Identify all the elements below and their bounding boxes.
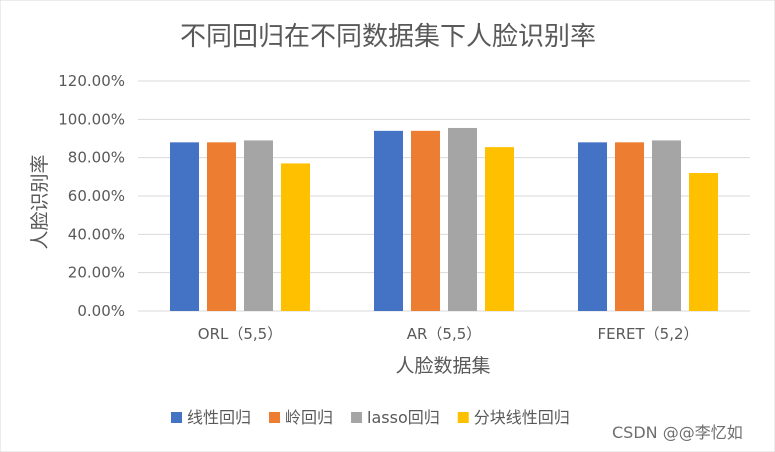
y-axis-ticks: 0.00% 20.00% 40.00% 60.00% 80.00% 100.00% 120.… bbox=[58, 72, 125, 320]
x-axis-title: 人脸数据集 bbox=[395, 355, 490, 377]
y-tick-label: 60.00% bbox=[68, 187, 125, 205]
legend-swatch bbox=[351, 412, 363, 423]
legend-swatch bbox=[269, 412, 281, 423]
legend-swatch bbox=[171, 412, 182, 423]
bar bbox=[411, 130, 440, 311]
gridlines bbox=[138, 80, 750, 312]
y-tick-label: 120.00% bbox=[58, 72, 125, 90]
legend: 线性回归 岭回归 lasso回归 分块线性回归 bbox=[171, 408, 570, 427]
bar bbox=[207, 142, 236, 311]
y-tick-label: 20.00% bbox=[68, 264, 125, 282]
legend-label: lasso回归 bbox=[367, 408, 440, 427]
bar bbox=[281, 163, 310, 311]
y-tick-label: 40.00% bbox=[68, 225, 125, 243]
bar bbox=[244, 140, 273, 311]
y-tick-label: 80.00% bbox=[68, 149, 125, 167]
bar bbox=[448, 127, 477, 311]
bars bbox=[170, 127, 718, 311]
bar bbox=[689, 173, 718, 311]
bar bbox=[615, 142, 644, 311]
legend-label: 分块线性回归 bbox=[474, 408, 570, 427]
x-tick-label: ORL（5,5） bbox=[198, 325, 282, 343]
y-axis-title: 人脸识别率 bbox=[29, 154, 51, 249]
x-tick-label: FERET（5,2） bbox=[597, 325, 698, 343]
bar bbox=[652, 140, 681, 311]
y-tick-label: 100.00% bbox=[58, 110, 125, 128]
legend-label: 岭回归 bbox=[285, 408, 333, 427]
x-tick-label: AR（5,5） bbox=[407, 325, 482, 343]
y-tick-label: 0.00% bbox=[77, 302, 125, 320]
legend-label: 线性回归 bbox=[187, 408, 251, 427]
watermark: CSDN @@李忆如 bbox=[612, 423, 743, 442]
legend-swatch bbox=[457, 412, 469, 423]
bar bbox=[485, 147, 514, 311]
chart-title: 不同回归在不同数据集下人脸识别率 bbox=[180, 22, 596, 52]
bar bbox=[170, 142, 199, 311]
bar bbox=[578, 142, 607, 311]
bar bbox=[374, 130, 403, 311]
x-axis-ticks: ORL（5,5） AR（5,5） FERET（5,2） bbox=[198, 325, 699, 343]
